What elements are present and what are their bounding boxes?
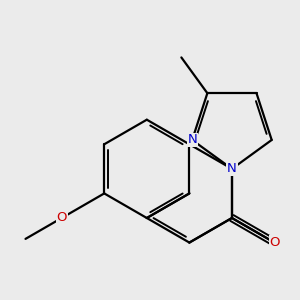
Text: O: O — [269, 236, 280, 249]
Text: N: N — [187, 134, 197, 146]
Text: O: O — [56, 212, 67, 224]
Text: O: O — [227, 162, 237, 175]
Text: O: O — [269, 236, 280, 249]
Text: N: N — [227, 162, 237, 175]
